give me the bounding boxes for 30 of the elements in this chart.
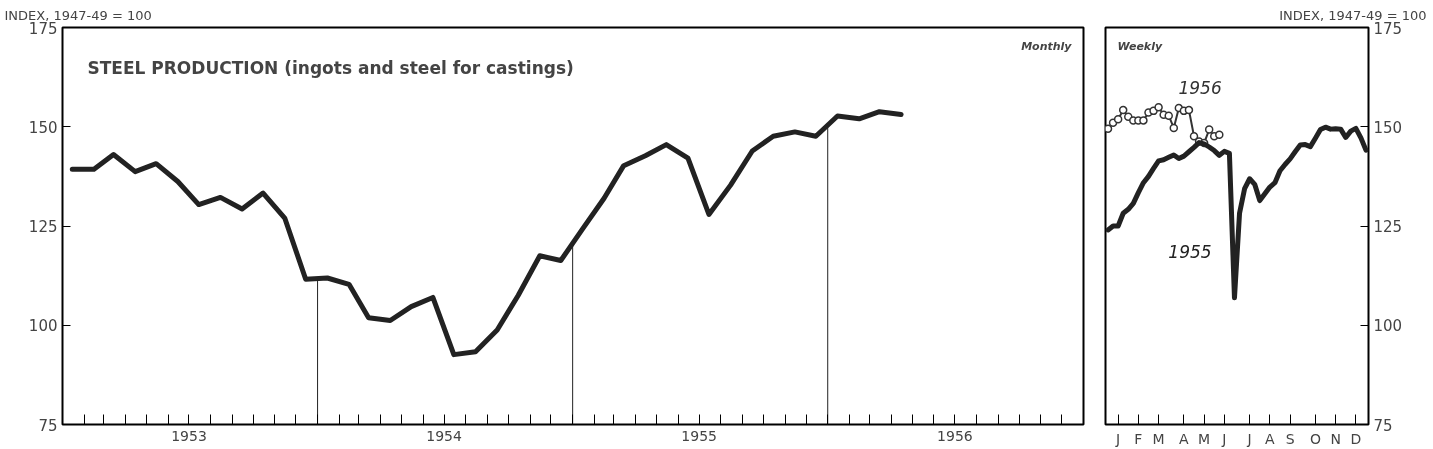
x-tick-label: 1956 [937,427,973,444]
y-tick-label: 125 [28,218,58,236]
y-tick-label: 100 [28,317,58,336]
x-tick-label: F [1134,430,1143,447]
x-tick-label: J [1221,430,1227,447]
y-tick-label: 100 [1373,317,1403,336]
y-axis-title: INDEX, 1947-49 = 100 [4,7,152,23]
x-tick-label: O [1309,430,1321,447]
y-tick-label: 150 [1373,118,1403,137]
series-label: 1955 [1168,242,1212,263]
x-tick-label: 1955 [681,427,717,444]
y-tick-label: 150 [28,118,58,137]
x-tick-label: M [1152,430,1165,447]
y-tick-label: 125 [1373,218,1403,236]
x-tick-label: 1953 [171,427,207,444]
x-tick-label: N [1330,430,1341,447]
x-tick-label: A [1179,430,1190,447]
annotation: Weekly [1117,39,1163,53]
x-tick-label: A [1265,430,1276,447]
y-tick-label: 75 [38,416,58,435]
x-tick-label: M [1198,430,1211,447]
x-tick-label: J [1115,430,1121,447]
y-tick-label: 75 [1373,416,1393,435]
text: STEEL PRODUCTION (ingots and steel for castings) [87,57,574,78]
series-label: 1956 [1178,78,1222,99]
x-tick-label: D [1350,430,1362,447]
annotation: Monthly [1021,39,1073,53]
x-tick-label: J [1246,430,1252,447]
x-tick-label: S [1285,430,1295,447]
x-tick-label: 1954 [426,427,462,444]
